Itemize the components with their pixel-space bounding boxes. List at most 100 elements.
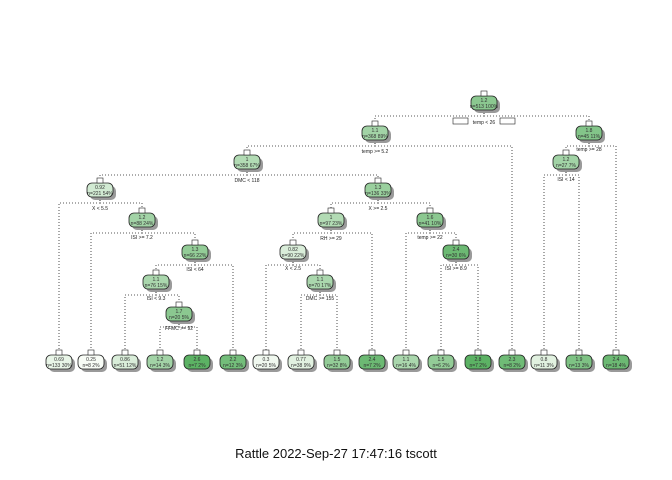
- root-no-toggle: [499, 117, 516, 125]
- rattle-footer-caption: Rattle 2022-Sep-27 17:47:16 tscott: [235, 446, 437, 461]
- node-number-tab: [316, 269, 324, 276]
- node-number-tab: [289, 239, 297, 246]
- node-value: 1.8: [586, 128, 593, 134]
- node-value: 1.1: [153, 277, 160, 283]
- node-count: n=358 67%: [234, 163, 260, 169]
- tree-leaf-node: 1.2n=14 3%: [146, 349, 176, 372]
- node-value: 0.8: [541, 357, 548, 363]
- tree-leaf-node: 2.3n=8 2%: [498, 349, 528, 372]
- node-count: n=41 10%: [419, 221, 442, 227]
- tree-edge: [588, 140, 617, 352]
- tree-split-labels: temp < 26 temp >= 5.2 DMC < 118 X < 5.5 ISI …: [92, 117, 602, 332]
- node-value: 2.4: [453, 247, 460, 253]
- tree-leaf-node: 2.4n=18 4%: [602, 349, 632, 372]
- tree-leaf-node: 0.77n=38 9%: [287, 349, 317, 372]
- node-count: n=13 3%: [569, 363, 589, 369]
- node-value: 1.2: [563, 157, 570, 163]
- node-number-tab: [426, 207, 434, 214]
- node-value: 1.9: [576, 357, 583, 363]
- node-number-tab: [229, 349, 237, 356]
- node-count: n=11 3%: [534, 363, 554, 369]
- tree-leaf-node: 2.2n=12 3%: [219, 349, 249, 372]
- node-count: n=7 2%: [469, 363, 487, 369]
- node-number-tab: [55, 349, 63, 356]
- tree-edge: [565, 169, 580, 352]
- node-count: n=7 2%: [363, 363, 381, 369]
- tree-split-node: 1n=358 67%: [233, 149, 263, 172]
- node-value: 0.77: [296, 357, 306, 363]
- node-value: 1.6: [427, 215, 434, 221]
- tree-leaf-node: 0.69n=133 30%: [45, 349, 75, 372]
- tree-leaf-node: 0.25n=8 2%: [77, 349, 107, 372]
- tree-split-node: 1.3n=136 33%: [364, 177, 394, 200]
- split-condition-label: ISI >= 7.2: [131, 235, 153, 241]
- node-value: 1.3: [192, 247, 199, 253]
- node-count: n=27 7%: [556, 163, 576, 169]
- node-count: n=14 3%: [150, 363, 170, 369]
- tree-split-node: 1.2n=27 7%: [552, 149, 582, 172]
- node-count: n=51 12%: [114, 363, 137, 369]
- tree-split-node: 1.1n=70 17%: [306, 269, 336, 292]
- tree-leaf-node: 0.3n=20 5%: [252, 349, 282, 372]
- node-number-tab: [452, 239, 460, 246]
- node-value: 1.1: [403, 357, 410, 363]
- node-count: n=221 54%: [87, 191, 113, 197]
- node-number-tab: [333, 349, 341, 356]
- tree-split-node: 0.92n=221 54%: [86, 177, 116, 200]
- node-count: n=513 100%: [470, 104, 499, 110]
- node-value: 1.1: [372, 128, 379, 134]
- tree-leaf-node: 2.6n=7 2%: [183, 349, 213, 372]
- split-condition-label: FFMC >= 92: [165, 326, 193, 332]
- tree-nodes: 1.2n=513 100%1.1n=368 89%1n=358 67%0.92n…: [45, 90, 632, 372]
- node-number-tab: [374, 177, 382, 184]
- node-count: n=12 3%: [223, 363, 243, 369]
- node-value: 2.2: [230, 357, 237, 363]
- node-number-tab: [368, 349, 376, 356]
- node-count: n=16 4%: [396, 363, 416, 369]
- node-value: 1: [246, 157, 249, 163]
- node-number-tab: [585, 120, 593, 127]
- node-count: n=8 2%: [503, 363, 521, 369]
- tree-edge: [543, 169, 567, 352]
- node-number-tab: [262, 349, 270, 356]
- tree-leaf-node: 2.4n=7 2%: [358, 349, 388, 372]
- node-number-tab: [612, 349, 620, 356]
- tree-leaf-node: 0.86n=51 12%: [111, 349, 141, 372]
- tree-split-node: 0.82n=90 22%: [279, 239, 309, 262]
- tree-edge: [455, 259, 479, 352]
- tree-edge: [330, 227, 373, 352]
- node-count: n=133 30%: [46, 363, 72, 369]
- tree-split-node: 1.8n=45 11%: [575, 120, 605, 143]
- tree-split-node: 1.1n=368 89%: [361, 120, 391, 143]
- split-condition-label: RH >= 29: [320, 236, 342, 242]
- node-count: n=70 17%: [309, 283, 332, 289]
- node-number-tab: [191, 239, 199, 246]
- tree-leaf-node: 1.5n=6 2%: [427, 349, 457, 372]
- node-value: 1.7: [176, 309, 183, 315]
- tree-edge: [246, 140, 376, 152]
- node-count: n=8 2%: [82, 363, 100, 369]
- tree-edge: [265, 259, 294, 352]
- node-number-tab: [138, 207, 146, 214]
- split-condition-label: temp >= 5.2: [362, 149, 389, 155]
- node-value: 0.25: [86, 357, 96, 363]
- node-count: n=368 89%: [362, 134, 388, 140]
- tree-leaf-node: 1.5n=32 8%: [323, 349, 353, 372]
- node-number-tab: [474, 349, 482, 356]
- node-number-tab: [121, 349, 129, 356]
- node-number-tab: [575, 349, 583, 356]
- tree-split-node: 1n=97 23%: [317, 207, 347, 230]
- node-count: n=32 8%: [327, 363, 347, 369]
- node-count: n=6 2%: [432, 363, 450, 369]
- node-number-tab: [297, 349, 305, 356]
- split-condition-label: ISI < 9.3: [147, 296, 166, 302]
- node-value: 2.3: [509, 357, 516, 363]
- split-condition-label: ISI < 64: [186, 267, 204, 273]
- node-value: 1.5: [334, 357, 341, 363]
- tree-edge: [440, 259, 457, 352]
- tree-leaf-node: 0.8n=11 3%: [530, 349, 560, 372]
- tree-split-node: 1.2n=513 100%: [470, 90, 500, 113]
- tree-leaf-node: 1.9n=13 3%: [565, 349, 595, 372]
- node-value: 1.2: [481, 98, 488, 104]
- tree-edges: [58, 110, 617, 352]
